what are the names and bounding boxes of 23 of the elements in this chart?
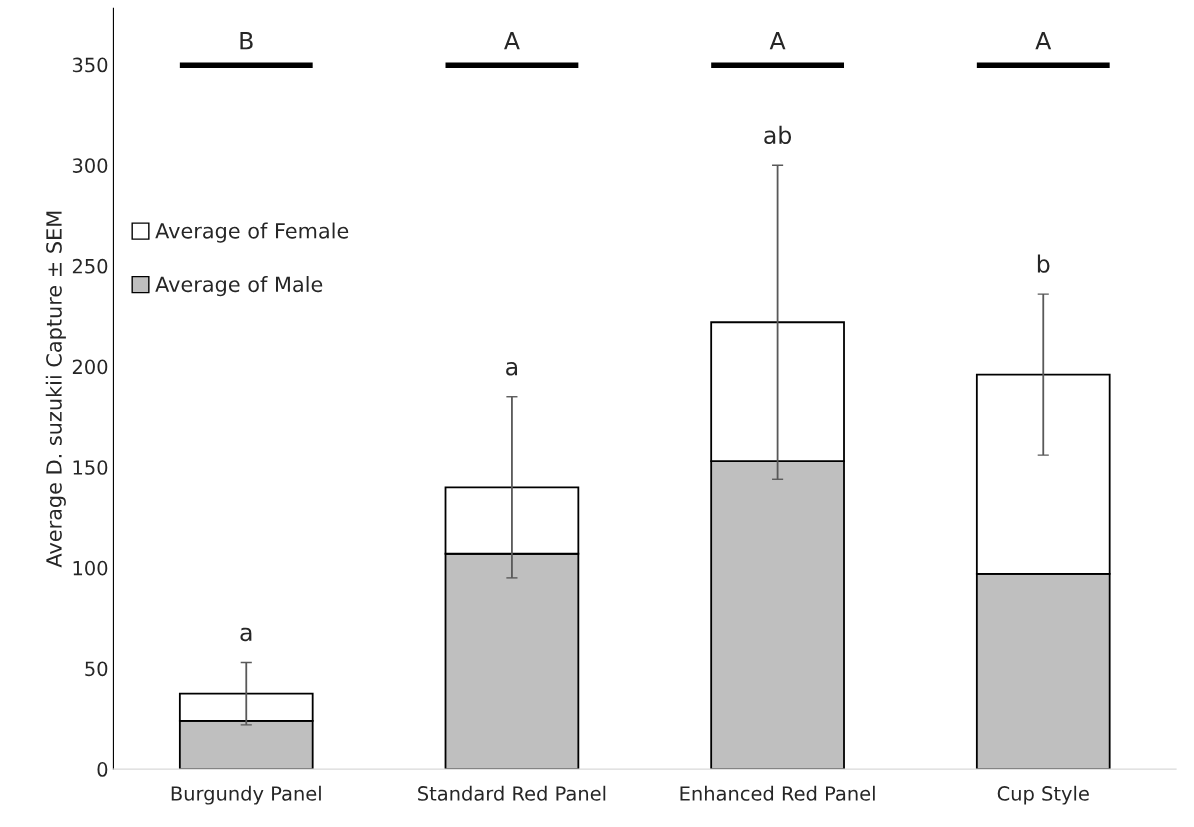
annotation: b [1037,254,1050,273]
y-tick-label: 200 [72,359,108,375]
y-tick-label: 0 [97,762,108,777]
y-tick-label: 50 [85,661,108,677]
legend-label: Average of Female [155,222,349,243]
x-tick-label: Cup Style [997,785,1089,805]
y-axis-title: Average D. suzukii Capture ± SEM [45,211,66,568]
x-tick-label: Burgundy Panel [171,785,321,805]
annotation: a [240,627,252,642]
annotation: A [1035,32,1052,50]
annotation: B [240,32,253,50]
x-tick-label: Enhanced Red Panel [680,785,875,801]
y-tick-label: 250 [72,258,108,274]
annotation: a [506,361,518,376]
x-tick-label: Standard Red Panel [418,785,606,801]
legend-label: Average of Male [155,276,323,297]
y-tick-label: 300 [72,158,108,173]
y-tick-label: 100 [73,560,108,576]
annotation: A [769,32,786,50]
annotation: A [504,32,520,50]
annotation: ab [764,125,792,145]
y-tick-label: 350 [72,57,108,73]
y-tick-label: 150 [73,460,108,475]
